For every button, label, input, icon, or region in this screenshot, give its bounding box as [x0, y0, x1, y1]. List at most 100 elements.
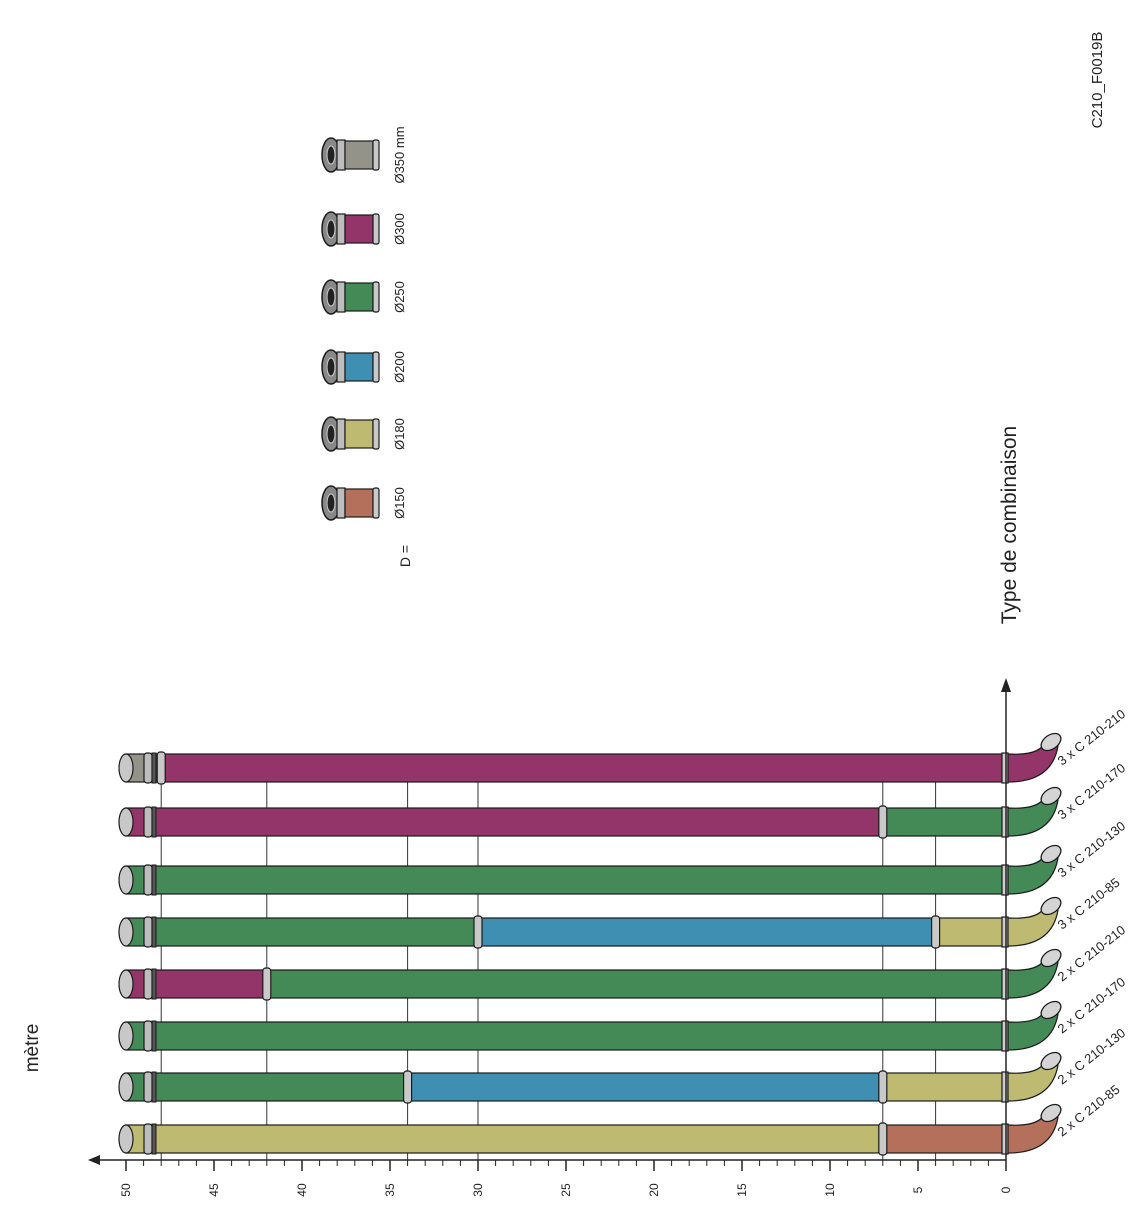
tick-label: 30	[471, 1183, 485, 1197]
pipe-end-cap	[118, 1072, 134, 1102]
pipe-segment	[125, 1021, 1007, 1051]
category-label: 3 x C 210-170	[1055, 760, 1129, 822]
legend-item: Ø180	[321, 416, 407, 452]
length-axis: 0 5 10 15 20 25 30 35 40 45 50	[88, 678, 1013, 1197]
category-label: 3 x C 210-210	[1055, 706, 1129, 768]
pipe-elbow-opening	[1040, 844, 1062, 864]
pipe-segment	[266, 969, 1007, 999]
pipe-joint	[878, 1122, 888, 1156]
pipe-joint	[1001, 916, 1009, 948]
tick-label: 40	[295, 1183, 309, 1197]
pipe-elbow-opening	[1040, 896, 1062, 916]
legend-pipe-end	[326, 357, 336, 377]
legend-pipe-collar	[336, 351, 346, 383]
legend-swatch	[344, 488, 374, 518]
legend-pipe-collar	[372, 351, 380, 383]
pipe-elbow-opening	[1040, 948, 1062, 968]
pipe-collar	[151, 968, 157, 1000]
pipe-collar	[151, 1123, 157, 1155]
legend-pipe-end	[326, 287, 336, 307]
length-axis-arrow	[88, 1155, 100, 1165]
pipe-joint	[1001, 968, 1009, 1000]
tick-label: 20	[647, 1183, 661, 1197]
pipe-elbow-opening	[1040, 1000, 1062, 1020]
pipe-elbow-opening	[1040, 1051, 1062, 1071]
pipe-collar	[143, 806, 153, 838]
legend: Ø150 Ø180 Ø200 Ø250 Ø300 Ø350 mm	[321, 126, 407, 521]
pipe-collar	[151, 1020, 157, 1052]
pipe-joint	[473, 915, 483, 949]
tick-label: 5	[911, 1186, 925, 1193]
legend-pipe-collar	[372, 487, 380, 519]
legend-pipe-collar	[372, 418, 380, 450]
legend-pipe-collar	[336, 487, 346, 519]
pipe-joint	[1001, 1020, 1009, 1052]
pipe-bar	[118, 1103, 1062, 1156]
legend-label: Ø180	[392, 418, 407, 450]
pipe-collar	[143, 916, 153, 948]
legend-pipe-end	[326, 424, 336, 444]
legend-item: Ø300	[321, 211, 407, 247]
tick-label: 15	[735, 1183, 749, 1197]
pipe-joint	[156, 751, 166, 785]
category-axis-title: Type de combinaison	[998, 426, 1021, 624]
pipe-segment	[125, 865, 1007, 895]
pipe-collar	[151, 864, 157, 896]
category-label: 3 x C 210-130	[1055, 818, 1129, 880]
unit-label: mètre	[22, 1024, 43, 1073]
category-axis-arrow	[1001, 678, 1011, 692]
pipe-end-cap	[118, 969, 134, 999]
legend-pipe-collar	[336, 281, 346, 313]
legend-item: Ø150	[321, 485, 407, 521]
pipe-bar	[118, 844, 1062, 896]
legend-item: Ø350 mm	[321, 126, 407, 184]
legend-label: Ø350 mm	[392, 126, 407, 183]
pipe-collar	[151, 916, 157, 948]
legend-label: Ø300	[392, 213, 407, 245]
pipe-bars	[118, 732, 1062, 1156]
legend-pipe-collar	[372, 139, 380, 171]
pipe-joint	[930, 915, 941, 949]
legend-pipe-end	[326, 493, 336, 513]
pipe-joint	[1001, 864, 1009, 896]
legend-pipe-end	[326, 145, 336, 165]
legend-item: Ø200	[321, 349, 407, 385]
legend-swatch	[344, 282, 374, 312]
pipe-segment	[125, 917, 479, 947]
pipe-joint	[1001, 752, 1009, 784]
pipe-bar	[118, 1051, 1062, 1104]
pipe-collar	[143, 1123, 153, 1155]
tick-label: 50	[119, 1183, 133, 1197]
pipe-segment	[882, 807, 1007, 837]
pipe-bar	[118, 786, 1062, 839]
legend-pipe-collar	[336, 418, 346, 450]
pipe-collar	[143, 1020, 153, 1052]
legend-swatch	[344, 419, 374, 449]
legend-pipe-collar	[372, 281, 380, 313]
pipe-segment	[125, 1072, 409, 1102]
pipe-segment	[125, 807, 884, 837]
pipe-collar	[151, 1071, 157, 1103]
pipe-segment	[934, 917, 1007, 947]
pipe-joint	[403, 1070, 413, 1104]
legend-pipe-collar	[372, 213, 380, 245]
legend-swatch	[344, 214, 374, 244]
pipe-end-cap	[118, 917, 134, 947]
tick-label: 45	[207, 1183, 221, 1197]
pipe-collar	[151, 752, 157, 784]
tick-label: 35	[383, 1183, 397, 1197]
tick-label: 25	[559, 1183, 573, 1197]
pipe-end-cap	[118, 1021, 134, 1051]
figure-code: C210_F0019B	[1089, 32, 1106, 129]
legend-label: Ø150	[392, 487, 407, 519]
pipe-bar	[118, 896, 1062, 949]
pipe-segment	[407, 1072, 884, 1102]
pipe-bar	[118, 732, 1062, 785]
pipe-end-cap	[118, 753, 134, 783]
pipe-joint	[1001, 1123, 1009, 1155]
legend-label: Ø200	[392, 351, 407, 383]
legend-pipe-collar	[336, 139, 346, 171]
pipe-collar	[151, 806, 157, 838]
pipe-segment	[125, 1124, 884, 1154]
category-label: 3 x C 210-85	[1055, 875, 1123, 933]
